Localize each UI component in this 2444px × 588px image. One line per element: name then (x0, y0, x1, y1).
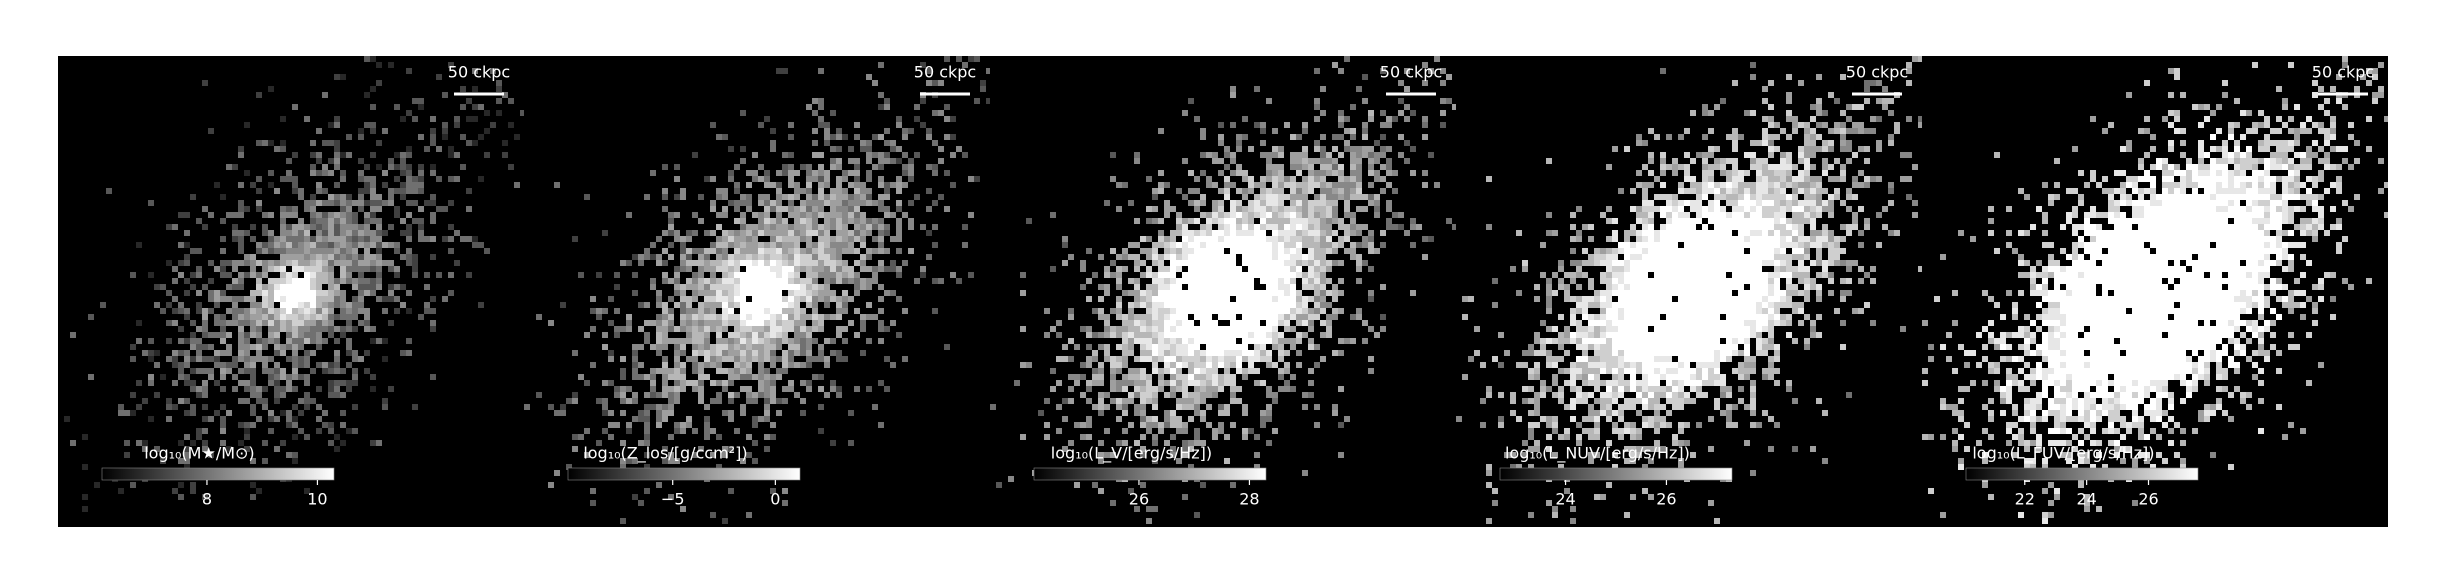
map-pixels (262, 266, 316, 320)
panel: 50 ckpc log₁₀(M★/M⊙) 8 10 (64, 56, 524, 512)
map-image (524, 56, 990, 524)
map-pixels (722, 260, 800, 326)
map-pixels (524, 62, 990, 518)
map-pixels (536, 56, 986, 524)
colorbar-tick-label: 0 (770, 490, 780, 509)
map-pixels (1922, 56, 2388, 512)
scale-bar-label: 50 ckpc (914, 63, 976, 82)
colorbar-tick-label: −5 (661, 490, 685, 509)
map-pixels (88, 56, 524, 500)
colorbar-label: log₁₀(L_FUV/[erg/s/Hz]) (1972, 444, 2154, 464)
map-pixels (124, 62, 514, 500)
colorbar (567, 467, 801, 481)
scale-bar-label: 50 ckpc (2312, 63, 2374, 82)
colorbar-tick-label: 10 (307, 490, 327, 509)
colorbar-label: log₁₀(Z_los/[g/ccm²]) (583, 444, 747, 464)
map-pixels (1056, 110, 1386, 482)
panel: 50 ckpc log₁₀(L_FUV/[erg/s/Hz]) 22 24 26 (1922, 56, 2388, 524)
map-image (990, 56, 1456, 524)
panel: 50 ckpc log₁₀(Z_los/[g/ccm²]) −5 0 (524, 56, 990, 524)
colorbar (1033, 467, 1267, 481)
colorbar-label: log₁₀(L_V/[erg/s/Hz]) (1051, 444, 1212, 464)
scale-bar-label: 50 ckpc (1846, 63, 1908, 82)
colorbar-tick-label: 28 (1239, 490, 1259, 509)
map-pixels (692, 218, 836, 362)
panel: 50 ckpc log₁₀(L_V/[erg/s/Hz]) 26 28 (990, 56, 1456, 524)
map-pixels (990, 56, 1456, 512)
colorbar-tick-label: 26 (2138, 490, 2158, 509)
map-pixels (1152, 212, 1308, 380)
map-pixels (1570, 182, 1804, 404)
map-pixels (2000, 134, 2318, 446)
map-pixels (1128, 194, 1332, 386)
colorbar-label: log₁₀(M★/M⊙) (144, 444, 254, 463)
scale-bar-label: 50 ckpc (1380, 63, 1442, 82)
colorbar-tick-label: 8 (202, 490, 212, 509)
map-image (64, 56, 524, 512)
map-pixels (148, 158, 436, 434)
map-pixels (1492, 104, 1870, 470)
map-pixels (602, 134, 914, 428)
colorbar-tick-label: 22 (2015, 490, 2035, 509)
map-pixels (1008, 56, 1446, 524)
colorbar-label: log₁₀(L_NUV/[erg/s/Hz]) (1505, 444, 1690, 464)
colorbar (1499, 467, 1733, 481)
map-image (1456, 56, 1922, 524)
scale-bar-label: 50 ckpc (448, 63, 510, 82)
colorbar-tick-label: 24 (1555, 490, 1575, 509)
map-pixels (1546, 140, 1834, 434)
map-pixels (202, 194, 388, 380)
map-pixels (1462, 56, 1922, 524)
map-image (1922, 56, 2388, 524)
colorbar-tick-label: 26 (1656, 490, 1676, 509)
colorbar (101, 467, 335, 481)
panel: 50 ckpc log₁₀(L_NUV/[erg/s/Hz]) 24 26 (1456, 56, 1922, 524)
map-pixels (274, 272, 316, 314)
colorbar (1965, 467, 2199, 481)
colorbar-tick-label: 24 (2076, 490, 2096, 509)
map-pixels (1456, 74, 1918, 524)
colorbar-tick-label: 26 (1129, 490, 1149, 509)
map-pixels (548, 74, 974, 512)
